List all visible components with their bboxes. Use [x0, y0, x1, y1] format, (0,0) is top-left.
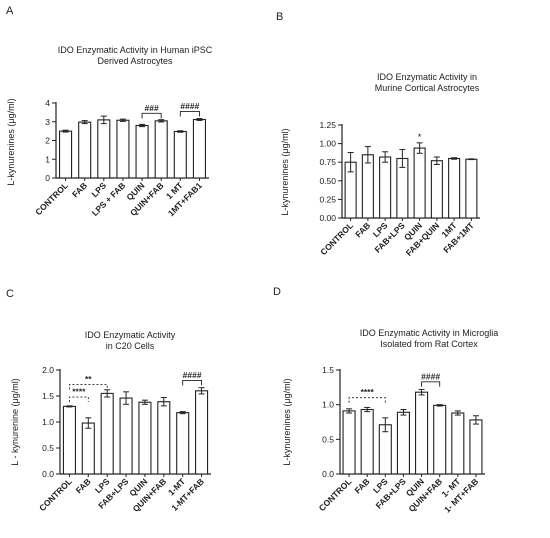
bar [119, 397, 133, 475]
y-tick-label: 0.00 [319, 213, 336, 223]
bar [433, 404, 447, 475]
significance-bracket [141, 112, 162, 119]
y-tick-label: 2.0 [42, 365, 54, 375]
bar [176, 412, 190, 475]
bar [469, 419, 483, 475]
y-tick-label: 0.50 [319, 176, 336, 186]
bar [81, 422, 95, 475]
chart-title-line: IDO Enzymatic Activity in Microglia [360, 328, 499, 338]
x-tick-label: CONTROL [37, 476, 74, 513]
y-tick-label: 0.75 [319, 157, 336, 167]
y-tick-label: 0 [45, 173, 50, 183]
chart-title-line: IDO Enzymatic Activity in Human iPSC [58, 45, 213, 55]
x-tick-label: FAB [74, 476, 93, 495]
panel-letter: D [273, 286, 281, 298]
x-tick-label: CONTROL [33, 180, 70, 217]
y-tick-label: 0.0 [42, 469, 54, 479]
bar [342, 410, 356, 475]
chart-title-line: IDO Enzymatic Activity [85, 330, 176, 340]
bar [97, 119, 111, 179]
chart-title-line: Murine Cortical Astrocytes [375, 83, 480, 93]
panel-a: A IDO Enzymatic Activity in Human iPSCDer… [6, 5, 213, 218]
y-tick-label: 1.5 [322, 365, 334, 375]
y-tick-label: 1.0 [322, 400, 334, 410]
bar [59, 130, 73, 179]
bar [116, 119, 130, 179]
y-tick-label: 3 [45, 117, 50, 127]
x-tick-label: CONTROL [317, 476, 354, 513]
bar [360, 408, 374, 475]
bar [195, 390, 209, 475]
bar [415, 391, 429, 475]
bar [361, 154, 374, 219]
bar [430, 160, 443, 219]
significance-bracket [421, 381, 441, 387]
bar [448, 157, 461, 219]
bar [100, 392, 114, 475]
bar [379, 156, 392, 219]
y-axis-label: L-kynurenines (μg/ml) [282, 378, 292, 465]
significance-label: #### [183, 370, 202, 380]
y-tick-label: 0.0 [322, 469, 334, 479]
y-tick-label: 1.0 [42, 417, 54, 427]
bar [451, 412, 465, 475]
significance-bracket [179, 110, 200, 117]
significance-label: #### [421, 371, 440, 381]
significance-label: #### [180, 101, 199, 111]
y-axis-label: L-kynurenines (μg/ml) [280, 128, 290, 215]
panel-letter: B [276, 11, 283, 23]
bar [413, 147, 426, 219]
x-tick-label: FAB [353, 476, 372, 495]
significance-label: ** [85, 374, 92, 384]
panel-d: D IDO Enzymatic Activity in MicrogliaIsol… [273, 286, 498, 515]
bar [62, 405, 76, 475]
x-tick-label: FAB [70, 180, 89, 199]
significance-bracket [182, 379, 203, 386]
y-tick-label: 2 [45, 136, 50, 146]
y-tick-label: 0.5 [42, 443, 54, 453]
y-tick-label: 1.5 [42, 391, 54, 401]
y-tick-label: 1.25 [319, 120, 336, 130]
chart-title-line: Derived Astrocytes [97, 56, 173, 66]
bar [192, 118, 206, 179]
y-tick-label: 1 [45, 154, 50, 164]
bar [157, 401, 171, 475]
y-tick-label: 0.25 [319, 194, 336, 204]
chart-title-line: IDO Enzymatic Activity in [377, 72, 477, 82]
significance-bracket [68, 396, 89, 403]
bar [465, 158, 478, 219]
y-axis-label: L - kynurenine (μg/ml) [10, 378, 20, 465]
y-tick-label: 0.5 [322, 434, 334, 444]
x-tick-label: FAB [353, 220, 372, 239]
x-tick-label: CONTROL [318, 220, 355, 257]
bar [135, 124, 149, 179]
y-axis-label: L-kynurenines (μg/ml) [6, 98, 16, 185]
significance-label: **** [361, 387, 375, 397]
y-tick-label: 4 [45, 98, 50, 108]
significance-star: * [418, 132, 422, 142]
panel-letter: A [6, 5, 14, 17]
bar [138, 401, 152, 475]
significance-bracket [348, 397, 386, 403]
chart-title-line: in C20 Cells [106, 341, 155, 351]
significance-label: ### [145, 103, 159, 113]
significance-label: **** [72, 387, 86, 397]
chart-title-line: Isolated from Rat Cortex [380, 339, 478, 349]
bar [173, 130, 187, 179]
panel-letter: C [6, 288, 14, 300]
significance-bracket [68, 384, 108, 390]
bar [78, 121, 92, 179]
bar [396, 411, 410, 475]
y-tick-label: 1.00 [319, 139, 336, 149]
bar [154, 120, 168, 179]
